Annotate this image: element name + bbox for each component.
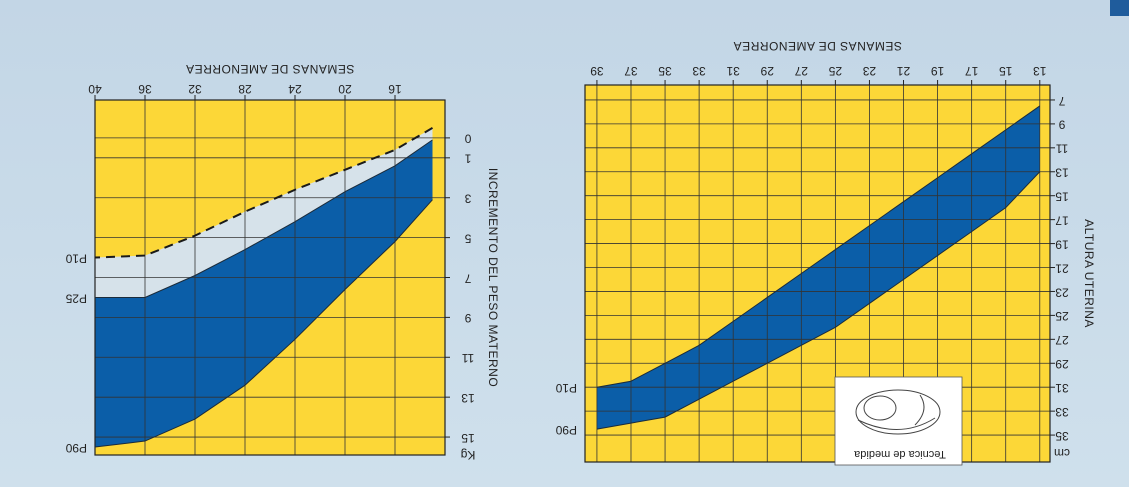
page: 7911131517192123252729313335131517192123… xyxy=(0,0,1129,487)
y-tick-label: 31 xyxy=(1055,381,1069,395)
y-tick-label: 9 xyxy=(464,311,471,325)
x-axis-title: SEMANAS DE AMENORREA xyxy=(186,62,355,76)
y-tick-label: 23 xyxy=(1055,285,1069,299)
x-tick-label: 16 xyxy=(388,82,402,96)
y-tick-label: 19 xyxy=(1055,237,1069,251)
y-tick-label: 13 xyxy=(461,391,475,405)
x-tick-label: 24 xyxy=(288,82,302,96)
y-tick-label: 33 xyxy=(1055,405,1069,419)
x-tick-label: 15 xyxy=(999,64,1013,78)
x-tick-label: 35 xyxy=(658,64,672,78)
x-tick-label: 31 xyxy=(726,64,740,78)
x-tick-label: 20 xyxy=(338,82,352,96)
series-label: P10 xyxy=(65,251,87,265)
series-label: P90 xyxy=(65,441,87,455)
y-unit: cm xyxy=(1054,446,1070,460)
x-tick-label: 17 xyxy=(965,64,979,78)
y-tick-label: 11 xyxy=(1055,142,1068,156)
y-tick-label: 15 xyxy=(461,431,475,445)
y-axis-title: ALTURA UTERINA xyxy=(1082,219,1096,328)
corner-tab xyxy=(1110,0,1129,16)
y-tick-label: 5 xyxy=(464,231,471,245)
inset: Tecnica de medida xyxy=(835,377,962,465)
x-tick-label: 39 xyxy=(590,64,604,78)
y-tick-label: 29 xyxy=(1055,357,1069,371)
x-tick-label: 27 xyxy=(794,64,808,78)
series-label: P10 xyxy=(555,381,577,395)
y-tick-label: 7 xyxy=(1058,94,1065,108)
x-tick-label: 37 xyxy=(624,64,638,78)
inset-caption: Tecnica de medida xyxy=(853,448,946,460)
y-tick-label: 7 xyxy=(464,271,471,285)
x-tick-label: 21 xyxy=(897,64,911,78)
x-axis-title: SEMANAS DE AMENORREA xyxy=(733,39,902,53)
x-tick-label: 33 xyxy=(692,64,706,78)
y-tick-label: 11 xyxy=(461,351,474,365)
y-tick-label: 15 xyxy=(1055,190,1069,204)
x-tick-label: 36 xyxy=(138,82,152,96)
x-tick-label: 25 xyxy=(828,64,842,78)
y-tick-label: 13 xyxy=(1055,166,1069,180)
x-tick-label: 40 xyxy=(88,82,102,96)
y-tick-label: 17 xyxy=(1055,213,1069,227)
series-label: P25 xyxy=(65,291,87,305)
y-tick-label: 21 xyxy=(1055,261,1069,275)
x-tick-label: 13 xyxy=(1033,64,1047,78)
x-tick-label: 19 xyxy=(931,64,945,78)
x-tick-label: 32 xyxy=(188,82,202,96)
y-tick-label: 35 xyxy=(1055,429,1069,443)
y-tick-label: 1 xyxy=(464,152,471,166)
x-tick-label: 28 xyxy=(238,82,252,96)
y-tick-label: 0 xyxy=(464,132,471,146)
y-tick-label: 9 xyxy=(1058,118,1065,132)
series-label: P90 xyxy=(555,423,577,437)
y-tick-label: 3 xyxy=(464,192,471,206)
x-tick-label: 29 xyxy=(760,64,774,78)
y-tick-label: 25 xyxy=(1055,309,1069,323)
x-tick-label: 23 xyxy=(862,64,876,78)
y-unit: Kg xyxy=(461,448,476,462)
y-tick-label: 27 xyxy=(1055,333,1069,347)
y-axis-title: INCREMENTO DEL PESO MATERNO xyxy=(486,168,500,387)
